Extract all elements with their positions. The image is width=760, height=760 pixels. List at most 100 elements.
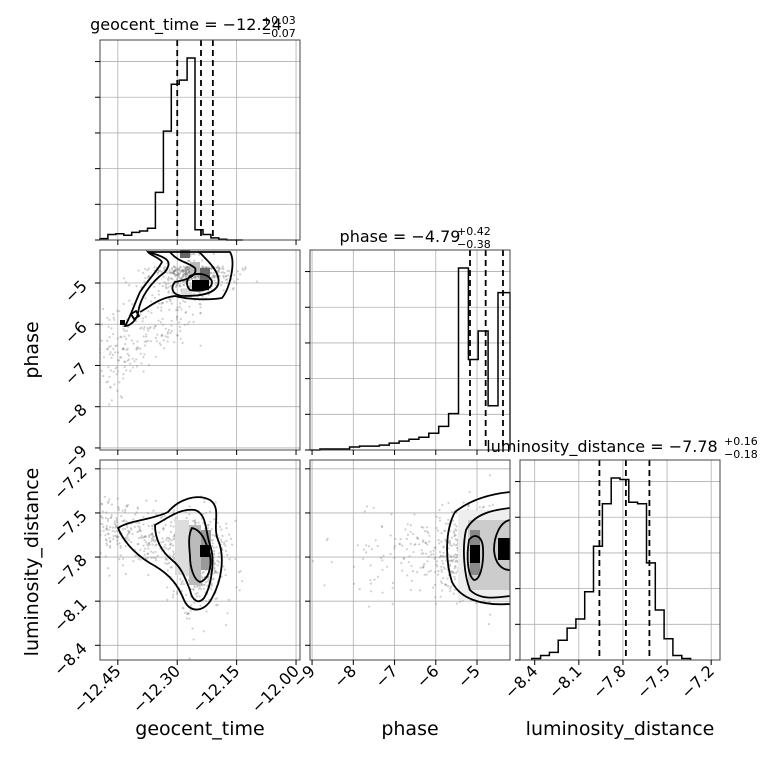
- scatter-point: [137, 525, 140, 528]
- scatter-point: [353, 582, 356, 585]
- scatter-point: [217, 552, 220, 555]
- scatter-point: [209, 520, 212, 523]
- scatter-point: [453, 535, 456, 538]
- scatter-point: [400, 561, 403, 565]
- scatter-point: [418, 589, 422, 592]
- scatter-point: [151, 533, 154, 536]
- scatter-point: [180, 269, 183, 272]
- scatter-point: [124, 343, 127, 346]
- scatter-point: [214, 281, 218, 284]
- scatter-point: [172, 271, 175, 274]
- scatter-point: [373, 578, 376, 581]
- scatter-point: [449, 554, 452, 557]
- scatter-point: [155, 340, 158, 343]
- scatter-point: [184, 265, 187, 268]
- scatter-point: [108, 537, 111, 540]
- density-cell: [182, 288, 192, 298]
- histogram-luminosity-distance: [531, 477, 692, 660]
- scatter-point: [187, 612, 191, 615]
- scatter-point: [352, 565, 356, 568]
- scatter-point: [172, 550, 175, 553]
- scatter-points-geocent-time-vs-phase: [100, 253, 258, 406]
- scatter-point: [169, 284, 172, 288]
- scatter-point: [209, 272, 212, 275]
- scatter-point: [146, 552, 149, 556]
- scatter-point: [115, 373, 118, 376]
- scatter-point: [150, 300, 153, 303]
- scatter-point: [144, 535, 147, 538]
- scatter-point: [432, 549, 435, 552]
- scatter-point: [172, 538, 175, 541]
- scatter-point: [222, 274, 225, 277]
- scatter-point: [176, 308, 179, 312]
- contour-outer: [116, 496, 223, 611]
- scatter-point: [438, 542, 441, 545]
- scatter-point: [187, 266, 190, 269]
- scatter-point: [190, 604, 193, 607]
- xlabel-phase: phase: [381, 718, 438, 740]
- panel-phase-vs-luminosity-distance: −9 −8 −7 −6 −5: [289, 459, 511, 692]
- scatter-point: [238, 571, 241, 574]
- scatter-point: [168, 271, 172, 275]
- scatter-point: [234, 519, 237, 523]
- scatter-point: [216, 265, 219, 268]
- scatter-point: [167, 561, 171, 565]
- scatter-point: [183, 270, 186, 273]
- scatter-point: [164, 266, 167, 269]
- scatter-point: [172, 557, 175, 560]
- scatter-point: [180, 277, 183, 280]
- scatter-point: [444, 583, 447, 586]
- scatter-point: [161, 537, 164, 540]
- scatter-point: [147, 274, 150, 277]
- scatter-point: [215, 571, 218, 574]
- scatter-point: [161, 301, 164, 304]
- scatter-point: [167, 536, 170, 540]
- scatter-point: [481, 506, 484, 509]
- scatter-point: [226, 553, 229, 557]
- scatter-point: [220, 271, 223, 274]
- scatter-point: [176, 271, 179, 274]
- scatter-point: [406, 574, 409, 577]
- scatter-point: [190, 253, 193, 256]
- scatter-point: [200, 584, 203, 587]
- scatter-point: [163, 281, 166, 284]
- scatter-point: [108, 403, 111, 406]
- scatter-point: [217, 271, 220, 274]
- density-cell: [175, 520, 189, 575]
- scatter-point: [225, 522, 228, 525]
- scatter-point: [102, 525, 105, 529]
- scatter-point: [168, 537, 171, 541]
- scatter-point: [122, 373, 125, 376]
- scatter-point: [172, 590, 175, 593]
- density-cell: [120, 320, 125, 325]
- panel-geocent-time-hist: geocent_time = −12.24 +0.03 −0.07: [90, 14, 301, 245]
- scatter-point: [119, 545, 122, 548]
- y-tick-label: −7.2: [50, 462, 91, 503]
- scatter-point: [157, 269, 160, 272]
- scatter-point: [106, 316, 109, 320]
- scatter-point: [201, 577, 204, 580]
- scatter-point: [100, 503, 103, 506]
- scatter-point: [381, 526, 384, 529]
- x-tick-label: −7.8: [589, 661, 630, 702]
- scatter-point: [402, 557, 406, 560]
- scatter-point: [127, 358, 131, 361]
- scatter-point: [113, 383, 116, 386]
- scatter-point: [153, 266, 156, 269]
- scatter-point: [187, 259, 190, 262]
- scatter-point: [207, 523, 210, 526]
- scatter-point: [439, 580, 443, 583]
- scatter-point: [196, 592, 199, 595]
- scatter-point: [447, 518, 450, 521]
- scatter-point: [183, 611, 187, 615]
- scatter-point: [114, 526, 117, 529]
- scatter-point: [454, 578, 457, 581]
- scatter-point: [131, 357, 134, 360]
- scatter-point: [109, 540, 112, 543]
- scatter-point: [441, 582, 444, 585]
- x-tick-label: −12.15: [188, 661, 243, 716]
- scatter-point: [458, 600, 461, 603]
- scatter-point: [213, 563, 216, 566]
- scatter-point: [184, 311, 187, 314]
- scatter-point: [108, 498, 111, 501]
